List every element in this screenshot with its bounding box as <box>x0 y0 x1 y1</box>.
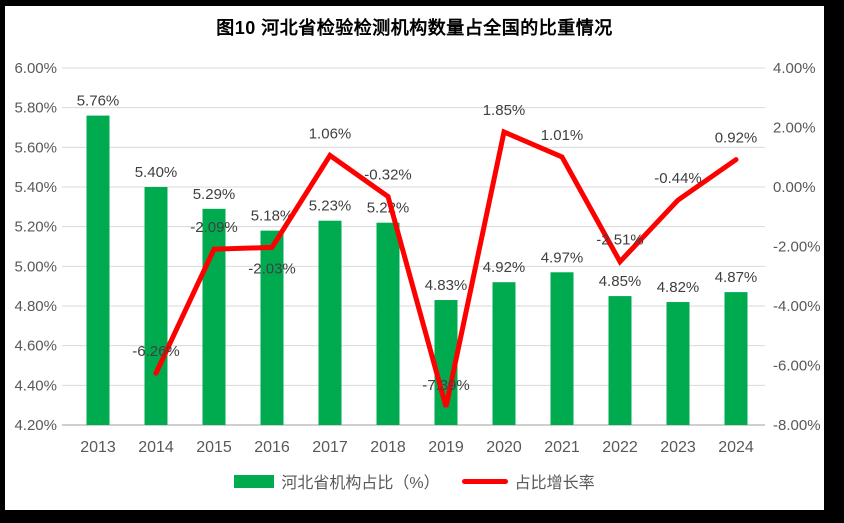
legend-item-bar-series: 河北省机构占比（%） <box>234 469 440 493</box>
line-data-label: 0.92% <box>715 130 758 147</box>
x-axis-category-label: 2014 <box>138 439 174 456</box>
right-axis-tick-label: 4.00% <box>773 60 816 77</box>
x-axis-category-label: 2019 <box>428 439 464 456</box>
left-axis-tick-label: 5.80% <box>14 100 57 117</box>
growth-rate-line <box>153 128 739 408</box>
line-data-label: -2.09% <box>190 219 238 236</box>
bar-2014 <box>144 187 168 425</box>
x-axis-category-label: 2021 <box>544 439 580 456</box>
right-axis-tick-label: -4.00% <box>773 298 821 315</box>
line-data-label: 1.01% <box>541 127 584 144</box>
bar-series-swatch <box>234 474 275 488</box>
x-axis-category-label: 2023 <box>660 439 696 456</box>
line-data-label: -6.26% <box>132 343 180 360</box>
line-series-swatch <box>461 478 508 484</box>
right-axis-tick-label: -8.00% <box>773 417 821 434</box>
bar-2018 <box>376 222 400 425</box>
legend-item-line-series: 占比增长率 <box>461 469 595 493</box>
line-data-label: 1.06% <box>309 125 352 142</box>
bar-2022 <box>608 296 632 425</box>
bar-data-label: 5.18% <box>251 208 294 225</box>
bar-2024 <box>724 292 748 425</box>
bar-2015 <box>202 208 226 425</box>
left-axis-tick-label: 4.80% <box>14 298 57 315</box>
left-axis-tick-label: 4.20% <box>14 417 57 434</box>
x-axis-category-label: 2013 <box>80 439 116 456</box>
bar-data-label: 5.40% <box>135 164 178 181</box>
chart-canvas: 图10 河北省检验检测机构数量占全国的比重情况 6.00% 5.80% 5.60% 5… <box>5 6 824 510</box>
x-axis-category-label: 2018 <box>370 439 406 456</box>
line-data-label: -2.03% <box>248 260 296 277</box>
x-axis-category-label: 2020 <box>486 439 522 456</box>
bar-data-label: 5.23% <box>309 198 352 215</box>
right-axis-tick-label: 0.00% <box>773 179 816 196</box>
plot-area: 6.00% 5.80% 5.60% 5.40% 5.20% 5.00% 4.80% 4.60%… <box>14 60 821 456</box>
left-axis-tick-label: 4.40% <box>14 377 57 394</box>
legend-label-bar-series: 河北省机构占比（%） <box>281 475 440 492</box>
bar-2023 <box>666 302 690 425</box>
bar-data-label: 5.22% <box>367 200 410 217</box>
legend: 河北省机构占比（%） 占比增长率 <box>5 469 824 493</box>
bar-data-label: 5.76% <box>77 93 120 110</box>
x-axis-category-label: 2016 <box>254 439 290 456</box>
left-axis-tick-label: 5.00% <box>14 258 57 275</box>
bar-2020 <box>492 282 516 425</box>
line-data-label: 1.85% <box>483 102 526 119</box>
line-data-label: -0.44% <box>654 170 702 187</box>
bar-data-label: 4.87% <box>715 269 758 286</box>
bar-data-label: 4.85% <box>599 273 642 290</box>
bar-data-label: 5.29% <box>193 186 236 203</box>
left-axis-tick-label: 6.00% <box>14 60 57 77</box>
bar-data-label: 4.82% <box>657 279 700 296</box>
chart-title: 图10 河北省检验检测机构数量占全国的比重情况 <box>216 18 613 38</box>
x-axis-category-label: 2017 <box>312 439 348 456</box>
left-axis-tick-label: 5.20% <box>14 219 57 236</box>
line-data-label: -0.32% <box>364 167 412 184</box>
right-axis-tick-label: 2.00% <box>773 120 816 137</box>
left-axis-tick-label: 4.60% <box>14 338 57 355</box>
line-data-label: -7.39% <box>422 377 470 394</box>
line-data-label: -2.51% <box>596 232 644 249</box>
right-axis-tick-label: -2.00% <box>773 239 821 256</box>
bar-2021 <box>550 272 574 425</box>
bar-2013 <box>86 115 110 425</box>
legend-label-line-series: 占比增长率 <box>514 475 595 492</box>
bar-2016 <box>260 230 284 425</box>
x-axis-category-label: 2015 <box>196 439 232 456</box>
left-axis-tick-label: 5.40% <box>14 179 57 196</box>
x-axis-category-label: 2024 <box>718 439 754 456</box>
left-axis-tick-label: 5.60% <box>14 139 57 156</box>
bar-data-label: 4.97% <box>541 249 584 266</box>
bar-data-label: 4.83% <box>425 277 468 294</box>
bar-2017 <box>318 220 342 425</box>
bar-data-label: 4.92% <box>483 259 526 276</box>
x-axis-category-label: 2022 <box>602 439 638 456</box>
right-axis-tick-label: -6.00% <box>773 358 821 375</box>
